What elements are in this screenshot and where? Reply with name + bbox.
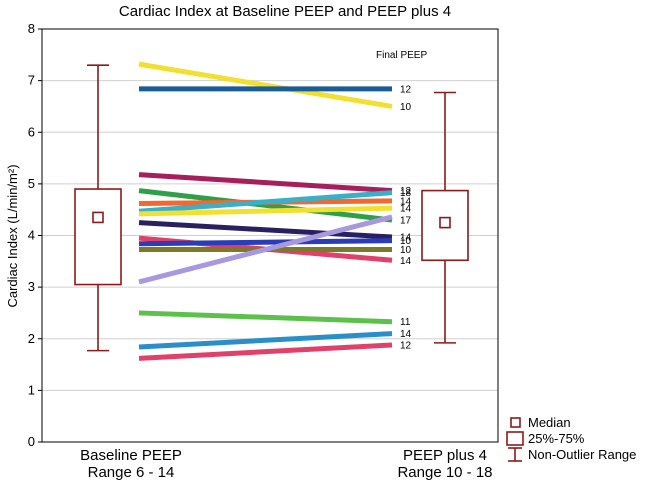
category-label: PEEP plus 4 xyxy=(403,447,487,464)
y-tick-label: 3 xyxy=(28,279,35,294)
category-label: Baseline PEEP xyxy=(80,447,182,464)
legend-median-icon xyxy=(510,417,521,428)
series-lines xyxy=(138,61,393,361)
final-peep-label: 12 xyxy=(400,186,412,197)
y-tick-label: 1 xyxy=(28,382,35,397)
series-line xyxy=(138,61,393,109)
series-line xyxy=(138,205,393,217)
median-marker xyxy=(439,216,451,229)
final-peep-label: 10 xyxy=(400,236,412,247)
series-line xyxy=(138,331,393,350)
final-peep-label: 10 xyxy=(400,245,412,256)
final-peep-label: 14 xyxy=(400,233,412,244)
series-line xyxy=(138,220,393,240)
legend-label: Non-Outlier Range xyxy=(528,447,636,462)
y-tick-label: 7 xyxy=(28,73,35,88)
y-tick-label: 5 xyxy=(28,176,35,191)
boxplots xyxy=(74,64,469,352)
boxplot xyxy=(421,91,469,344)
y-axis-label: Cardiac Index (L/min/m²) xyxy=(5,164,20,307)
final-peep-label: 14 xyxy=(400,196,412,207)
final-peep-label: 10 xyxy=(400,102,412,113)
y-tick-label: 4 xyxy=(28,228,35,243)
legend-box-icon xyxy=(506,431,524,446)
final-peep-label: 12 xyxy=(400,84,412,95)
category-range-label: Range 10 - 18 xyxy=(397,464,492,481)
series-line xyxy=(138,214,393,285)
final-peep-label: 11 xyxy=(400,317,411,328)
y-axis: 0 1 2 3 4 5 6 7 8 xyxy=(28,21,42,449)
series-line xyxy=(138,188,393,223)
final-peep-label: 14 xyxy=(400,329,412,340)
series-line xyxy=(138,342,393,361)
final-peep-label: 17 xyxy=(400,216,412,227)
final-peep-annotation: Final PEEP xyxy=(376,50,427,61)
legend-label: Median xyxy=(528,415,571,430)
series-line xyxy=(138,190,393,214)
final-peep-label: 12 xyxy=(400,340,412,351)
legend-label: 25%-75% xyxy=(528,431,585,446)
boxplot xyxy=(74,64,122,352)
final-peep-label: 14 xyxy=(400,256,412,267)
series-line xyxy=(138,238,393,247)
median-marker xyxy=(92,211,104,224)
y-tick-label: 0 xyxy=(28,434,35,449)
series-line xyxy=(138,310,393,325)
y-tick-label: 6 xyxy=(28,124,35,139)
series-line xyxy=(138,172,393,194)
final-peep-label: 18 xyxy=(400,188,412,199)
final-peep-label: 14 xyxy=(400,204,412,215)
y-tick-label: 2 xyxy=(28,331,35,346)
y-tick-label: 8 xyxy=(28,21,35,36)
plot-frame xyxy=(41,28,499,443)
box-iqr xyxy=(74,188,122,286)
category-range-label: Range 6 - 14 xyxy=(88,464,175,481)
chart-title: Cardiac Index at Baseline PEEP and PEEP … xyxy=(119,3,451,20)
